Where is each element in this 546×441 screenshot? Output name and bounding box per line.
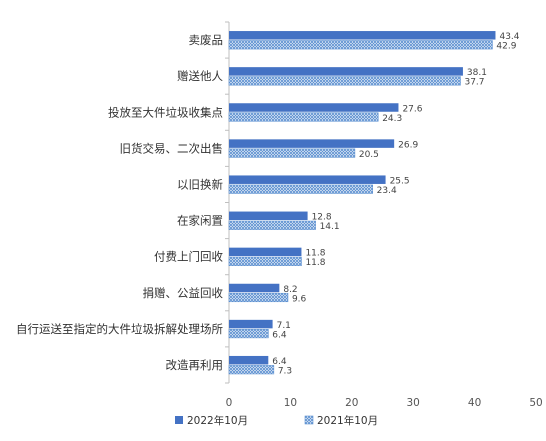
bar-2021 (228, 76, 461, 86)
bar-2022 (229, 103, 399, 112)
bar-2022 (229, 247, 302, 257)
x-tick-label: 10 (284, 397, 297, 409)
bar-2022 (229, 211, 308, 221)
labels-layer: 卖废品赠送他人投放至大件垃圾收集点旧货交易、二次出售以旧换新在家闲置付费上门回收… (16, 32, 543, 409)
category-label: 投放至大件垃圾收集点 (108, 105, 223, 119)
data-label: 11.8 (305, 249, 325, 259)
bar-2022 (229, 355, 269, 365)
bar-2021 (228, 112, 379, 122)
data-label: 26.9 (398, 140, 418, 150)
data-label: 24.3 (382, 114, 402, 124)
data-label: 37.7 (464, 78, 484, 88)
x-tick-label: 40 (468, 397, 481, 409)
bar-2021 (228, 40, 493, 50)
data-label: 38.1 (467, 68, 487, 78)
bar-2021 (228, 148, 356, 158)
category-label: 付费上门回收 (154, 250, 223, 264)
category-label: 改造再利用 (166, 358, 224, 372)
axis-layer (225, 21, 230, 384)
data-label: 27.6 (402, 104, 422, 114)
data-label: 11.8 (305, 258, 325, 268)
data-label: 7.3 (278, 366, 292, 376)
bar-2022 (229, 283, 280, 293)
bar-2021 (228, 184, 373, 194)
x-tick-label: 20 (345, 397, 358, 409)
data-label: 43.4 (499, 32, 519, 42)
x-tick-label: 50 (529, 397, 542, 409)
legend-swatch (304, 415, 314, 425)
data-label: 14.1 (320, 222, 340, 232)
legend: 2022年10月 2021年10月 (175, 414, 378, 427)
category-label: 卖废品 (189, 33, 224, 47)
data-label: 7.1 (277, 321, 291, 331)
category-label: 捐赠、公益回收 (143, 286, 224, 300)
data-label: 25.5 (390, 176, 410, 186)
bar-2021 (228, 365, 275, 375)
data-label: 8.2 (283, 285, 297, 295)
bar-2022 (229, 175, 386, 184)
data-label: 20.5 (359, 150, 379, 160)
bar-2022 (229, 319, 273, 329)
data-label: 6.4 (272, 357, 287, 367)
bar-2021 (228, 256, 302, 266)
bars-layer (228, 31, 496, 375)
legend-label: 2021年10月 (317, 414, 378, 427)
bar-2021 (228, 220, 316, 230)
category-label: 以旧换新 (177, 177, 223, 191)
legend-swatch (175, 416, 183, 424)
data-label: 23.4 (377, 186, 397, 196)
data-label: 6.4 (272, 330, 287, 340)
category-label: 在家闲置 (177, 214, 223, 228)
data-label: 9.6 (292, 294, 307, 304)
data-label: 12.8 (312, 213, 332, 223)
category-label: 自行运送至指定的大件垃圾拆解处理场所 (16, 322, 223, 336)
x-tick-label: 0 (226, 397, 233, 409)
data-label: 42.9 (496, 42, 516, 52)
x-tick-label: 30 (407, 397, 420, 409)
category-label: 赠送他人 (177, 69, 223, 83)
bar-2022 (229, 31, 496, 40)
category-label: 旧货交易、二次出售 (120, 141, 224, 155)
legend-label: 2022年10月 (187, 414, 248, 427)
bar-2022 (229, 67, 463, 76)
bar-2021 (228, 329, 269, 339)
bar-2021 (228, 292, 289, 303)
bar-2022 (229, 139, 395, 148)
